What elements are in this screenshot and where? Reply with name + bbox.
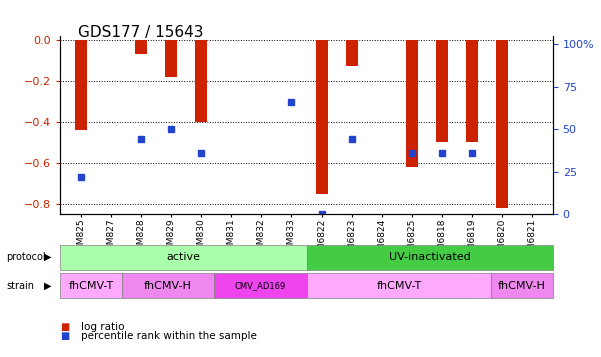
Bar (466, 40, 478, 142)
Text: protocol: protocol (6, 252, 46, 262)
Text: fhCMV-T: fhCMV-T (376, 281, 421, 291)
Text: CMV_AD169: CMV_AD169 (234, 281, 286, 290)
Text: UV-inactivated: UV-inactivated (389, 252, 471, 262)
Text: GDS177 / 15643: GDS177 / 15643 (78, 25, 204, 40)
Text: fhCMV-H: fhCMV-H (498, 281, 546, 291)
Text: percentile rank within the sample: percentile rank within the sample (81, 331, 257, 341)
Text: ■: ■ (60, 331, 69, 341)
Text: log ratio: log ratio (81, 322, 124, 332)
Text: ■: ■ (60, 322, 69, 332)
Text: active: active (166, 252, 200, 262)
Bar (436, 40, 448, 142)
Bar (346, 40, 358, 66)
Text: fhCMV-H: fhCMV-H (144, 281, 192, 291)
Text: fhCMV-T: fhCMV-T (69, 281, 114, 291)
Text: ▶: ▶ (44, 281, 51, 291)
Bar (316, 40, 328, 194)
Text: ▶: ▶ (44, 252, 51, 262)
Bar (406, 40, 418, 167)
Bar (75, 40, 87, 130)
Bar (135, 40, 147, 54)
Text: strain: strain (6, 281, 34, 291)
Bar (195, 40, 207, 122)
Bar (496, 40, 508, 208)
Bar (165, 40, 177, 77)
